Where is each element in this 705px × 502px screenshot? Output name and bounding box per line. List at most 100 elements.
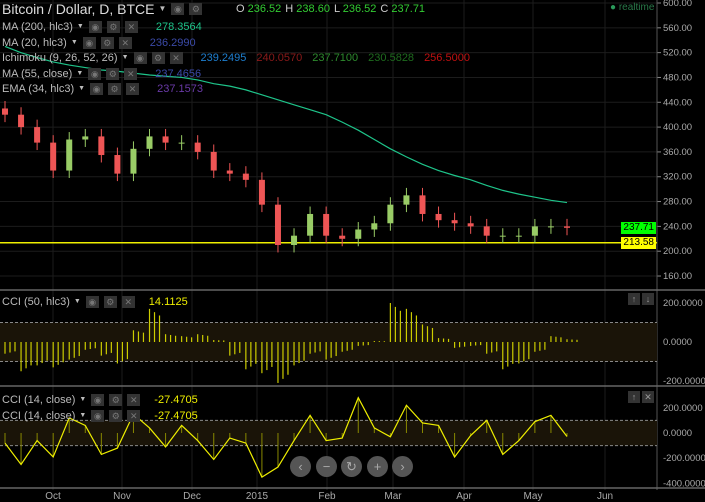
candle-body <box>531 226 538 236</box>
chevron-down-icon[interactable]: ▼ <box>79 396 87 403</box>
chevron-down-icon[interactable]: ▼ <box>76 23 84 30</box>
scroll-right-button[interactable]: › <box>392 456 413 477</box>
gear-icon[interactable]: ⚙ <box>103 296 117 308</box>
reset-chart-button[interactable]: ↻ <box>341 456 362 477</box>
x-tick-label: May <box>524 491 543 502</box>
close-icon[interactable]: ✕ <box>127 410 141 422</box>
cci14-name: CCI (14, close) <box>2 394 76 406</box>
indicator-name: MA (20, hlc3) <box>2 36 67 49</box>
x-tick-label: 2015 <box>246 491 269 502</box>
indicator-value: 278.3564 <box>155 21 202 33</box>
eye-icon[interactable]: ◉ <box>88 67 102 80</box>
chevron-down-icon[interactable]: ▼ <box>70 38 78 46</box>
y-tick-label: 280.00 <box>663 197 692 208</box>
candle-body <box>210 151 217 171</box>
candle-body <box>435 213 442 221</box>
zoom-out-button[interactable]: − <box>316 456 337 477</box>
indicator-legend[interactable]: EMA (34, hlc3) ▼ ◉ ⚙ ✕ 237.1573 <box>2 82 209 96</box>
candle-body <box>66 139 73 171</box>
y-tick-label: 200.00 <box>663 246 692 257</box>
move-up-icon[interactable]: ↑ <box>628 391 640 403</box>
y-tick-label: 200.0000 <box>663 298 703 309</box>
move-down-icon[interactable]: ↓ <box>642 293 654 305</box>
indicator-name: MA (55, close) <box>2 67 73 80</box>
candle-body <box>258 179 265 205</box>
chevron-down-icon[interactable]: ▼ <box>121 54 129 61</box>
move-up-icon[interactable]: ↑ <box>628 293 640 305</box>
high-value: 238.60 <box>296 3 330 15</box>
candle-body <box>146 136 153 149</box>
candle-body <box>2 108 8 115</box>
gear-icon[interactable]: ⚙ <box>109 410 123 422</box>
candle-body <box>515 235 522 237</box>
candle-body <box>339 235 346 239</box>
line-price-tag: 213.58 <box>621 237 656 249</box>
y-tick-label: -200.0000 <box>663 453 705 464</box>
realtime-indicator: ● realtime <box>610 2 654 13</box>
close-icon[interactable]: ✕ <box>126 83 140 95</box>
close-icon[interactable]: ✕ <box>121 296 135 308</box>
high-label: H <box>285 3 294 15</box>
candle-body <box>499 235 506 237</box>
candle-body <box>226 170 233 174</box>
indicator-value: 230.5828 <box>368 52 415 64</box>
eye-icon[interactable]: ◉ <box>88 21 102 33</box>
cci14-name: CCI (14, close) <box>2 410 76 422</box>
gear-icon[interactable]: ⚙ <box>106 67 120 80</box>
eye-icon[interactable]: ◉ <box>91 394 105 406</box>
candle-body <box>483 226 490 236</box>
y-tick-label: 600.00 <box>663 0 692 9</box>
eye-icon[interactable]: ◉ <box>171 3 185 15</box>
indicator-legend[interactable]: MA (20, hlc3) ▼ ◉ ⚙ ✕ 236.2990 <box>2 36 202 50</box>
y-tick-label: -200.0000 <box>663 376 705 387</box>
close-pane-icon[interactable]: ✕ <box>642 391 654 403</box>
low-value: 236.52 <box>342 3 377 15</box>
indicator-legend[interactable]: MA (200, hlc3) ▼ ◉ ⚙ ✕ 278.3564 <box>2 20 208 34</box>
low-label: L <box>333 3 340 15</box>
chevron-down-icon[interactable]: ▼ <box>79 412 87 419</box>
candle-body <box>371 223 378 230</box>
cci50-name: CCI (50, hlc3) <box>2 296 70 308</box>
cci14-legend[interactable]: CCI (14, close) ▼ ◉ ⚙ ✕ -27.4705 <box>2 393 198 407</box>
close-icon[interactable]: ✕ <box>169 52 183 64</box>
cci-band <box>0 420 657 446</box>
candle-body <box>467 223 474 227</box>
cci50-legend[interactable]: CCI (50, hlc3) ▼ ◉ ⚙ ✕ 14.1125 <box>2 295 188 309</box>
y-tick-label: 480.00 <box>663 72 692 83</box>
gear-icon[interactable]: ⚙ <box>100 36 114 49</box>
gear-icon[interactable]: ⚙ <box>109 394 123 406</box>
gear-icon[interactable]: ⚙ <box>189 3 203 15</box>
chevron-down-icon[interactable]: ▼ <box>78 85 86 92</box>
close-icon[interactable]: ✕ <box>118 36 132 49</box>
candle-body <box>387 204 394 224</box>
scroll-left-button[interactable]: ‹ <box>290 456 311 477</box>
chevron-down-icon[interactable]: ▼ <box>76 69 84 77</box>
cci14-legend-2[interactable]: CCI (14, close) ▼ ◉ ⚙ ✕ -27.4705 <box>2 409 198 423</box>
indicator-legend[interactable]: Ichimoku (9, 26, 52, 26) ▼ ◉ ⚙ ✕ 239.2495 240.… <box>2 51 476 65</box>
candle-body <box>130 148 137 174</box>
eye-icon[interactable]: ◉ <box>85 296 99 308</box>
eye-icon[interactable]: ◉ <box>91 410 105 422</box>
close-icon[interactable]: ✕ <box>124 67 138 80</box>
gear-icon[interactable]: ⚙ <box>151 52 165 64</box>
eye-icon[interactable]: ◉ <box>133 52 147 64</box>
x-tick-label: Dec <box>183 491 201 502</box>
close-icon[interactable]: ✕ <box>124 21 138 33</box>
x-tick-label: Jun <box>597 491 613 502</box>
eye-icon[interactable]: ◉ <box>90 83 104 95</box>
indicator-value: 256.5000 <box>424 52 470 64</box>
indicator-legend[interactable]: MA (55, close) ▼ ◉ ⚙ ✕ 237.4656 <box>2 67 207 81</box>
symbol-legend[interactable]: Bitcoin / Dollar, D, BTCE ▼ ◉ ⚙ <box>2 0 203 18</box>
gear-icon[interactable]: ⚙ <box>108 83 122 95</box>
zoom-in-button[interactable]: + <box>367 456 388 477</box>
gear-icon[interactable]: ⚙ <box>106 21 120 33</box>
chevron-down-icon[interactable]: ▼ <box>73 298 81 305</box>
eye-icon[interactable]: ◉ <box>82 36 96 49</box>
close-icon[interactable]: ✕ <box>127 394 141 406</box>
chevron-down-icon[interactable]: ▼ <box>158 4 167 13</box>
indicator-value: 236.2990 <box>149 36 196 49</box>
y-tick-label: 240.00 <box>663 221 692 232</box>
candle-body <box>18 114 25 128</box>
